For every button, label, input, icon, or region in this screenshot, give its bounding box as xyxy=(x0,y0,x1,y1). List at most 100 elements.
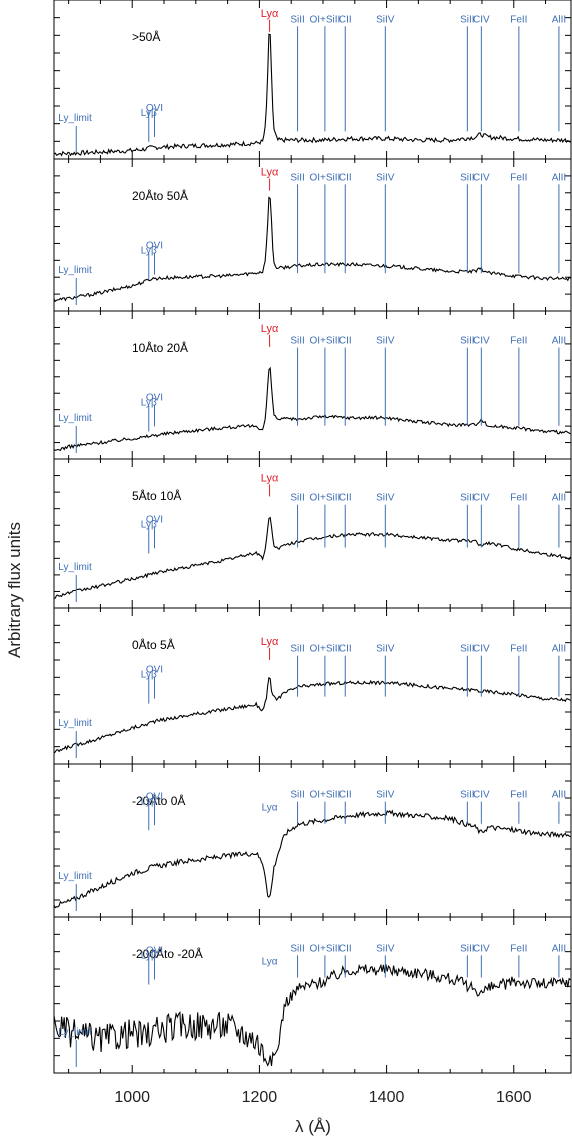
line-label: CIV xyxy=(473,943,490,954)
line-label: FeII xyxy=(510,336,527,347)
line-label: AlII xyxy=(552,336,566,347)
line-label: OVI xyxy=(146,946,163,957)
line-label: OI+SiII xyxy=(309,14,340,25)
line-label: FeII xyxy=(510,493,527,504)
line-label: Lyβ xyxy=(141,796,157,807)
x-tick-label: 1000 xyxy=(114,1089,150,1106)
panel-title: >50Å xyxy=(132,29,160,44)
lya-label: Lyα xyxy=(261,8,279,20)
line-label: OI+SiII xyxy=(309,172,340,183)
line-label: SiII xyxy=(290,14,304,25)
line-label: OI+SiII xyxy=(309,336,340,347)
line-label: OVI xyxy=(146,392,163,403)
line-label: OVI xyxy=(146,791,163,802)
line-label: SiIV xyxy=(376,172,395,183)
lya-label: Lyα xyxy=(261,167,279,179)
line-label: AlII xyxy=(552,14,566,25)
line-label: AlII xyxy=(552,644,566,655)
line-label: SiII xyxy=(290,493,304,504)
line-label: CII xyxy=(339,790,352,801)
line-label: Lyβ xyxy=(141,951,157,962)
y-axis-label: Arbitrary flux units xyxy=(5,522,24,658)
panel-frame xyxy=(53,310,572,460)
line-label: SiII xyxy=(460,790,474,801)
spectrum-line xyxy=(53,809,571,909)
panel-title: 20Åto 50Å xyxy=(132,188,188,203)
line-label: FeII xyxy=(510,943,527,954)
line-label: FeII xyxy=(510,790,527,801)
line-label: CIV xyxy=(473,336,490,347)
line-label: AlII xyxy=(552,493,566,504)
line-label: Ly_limit xyxy=(58,871,92,882)
line-label: SiIV xyxy=(376,493,395,504)
line-label: CII xyxy=(339,644,352,655)
x-axis-label: λ (Å) xyxy=(295,1117,331,1136)
line-label: SiII xyxy=(460,336,474,347)
line-label: Lyβ xyxy=(141,397,157,408)
line-label: CII xyxy=(339,943,352,954)
line-label: CII xyxy=(339,14,352,25)
line-label: SiII xyxy=(460,172,474,183)
line-label: SiIV xyxy=(376,644,395,655)
line-label: AlII xyxy=(552,790,566,801)
panel-title: 5Åto 10Å xyxy=(132,488,181,503)
line-label: SiII xyxy=(460,943,474,954)
line-label: Lyβ xyxy=(141,246,157,257)
line-label: CIV xyxy=(473,14,490,25)
line-label: SiII xyxy=(290,644,304,655)
line-label: Lyβ xyxy=(141,519,157,530)
line-label: CIV xyxy=(473,790,490,801)
x-tick-label: 1600 xyxy=(496,1089,532,1106)
line-label: SiIV xyxy=(376,790,395,801)
panel-frame xyxy=(53,763,572,918)
line-label: FeII xyxy=(510,172,527,183)
lya-label: Lyα xyxy=(262,802,278,813)
line-label: CII xyxy=(339,493,352,504)
line-label: SiII xyxy=(290,943,304,954)
line-label: SiII xyxy=(460,14,474,25)
x-axis: 1000 1200 1400 1600 xyxy=(114,1089,531,1106)
line-label: SiIV xyxy=(376,336,395,347)
x-tick-label: 1400 xyxy=(369,1089,405,1106)
spectrum-line xyxy=(53,963,571,1067)
line-label: SiIV xyxy=(376,943,395,954)
line-label: AlII xyxy=(552,172,566,183)
lya-label: Lyα xyxy=(261,472,279,484)
spectrum-line xyxy=(53,366,571,452)
line-label: Lyβ xyxy=(141,670,157,681)
line-label: SiIV xyxy=(376,14,395,25)
line-label: OVI xyxy=(146,665,163,676)
line-label: CIV xyxy=(473,644,490,655)
line-label: FeII xyxy=(510,644,527,655)
x-tick-label: 1200 xyxy=(242,1089,278,1106)
line-label: SiII xyxy=(290,172,304,183)
line-label: OI+SiII xyxy=(309,644,340,655)
line-label: OVI xyxy=(146,514,163,525)
line-label: SiII xyxy=(460,644,474,655)
panel-frame xyxy=(53,607,572,765)
panel-title: 0Åto 5Å xyxy=(132,637,175,652)
line-label: FeII xyxy=(510,14,527,25)
spectrum-line xyxy=(53,676,571,754)
spectrum-line xyxy=(53,196,571,303)
spectrum-line xyxy=(53,33,571,157)
line-label: OI+SiII xyxy=(309,790,340,801)
lya-label: Lyα xyxy=(262,957,278,968)
panel-frame xyxy=(53,458,572,609)
line-label: SiII xyxy=(290,336,304,347)
spectrum-line xyxy=(53,516,571,599)
line-label: OVI xyxy=(146,241,163,252)
line-label: AlII xyxy=(552,943,566,954)
line-label: Ly_limit xyxy=(58,113,92,124)
line-label: CII xyxy=(339,336,352,347)
panel-title: -200Åto -20Å xyxy=(132,946,203,961)
line-label: CII xyxy=(339,172,352,183)
line-label: OI+SiII xyxy=(309,493,340,504)
